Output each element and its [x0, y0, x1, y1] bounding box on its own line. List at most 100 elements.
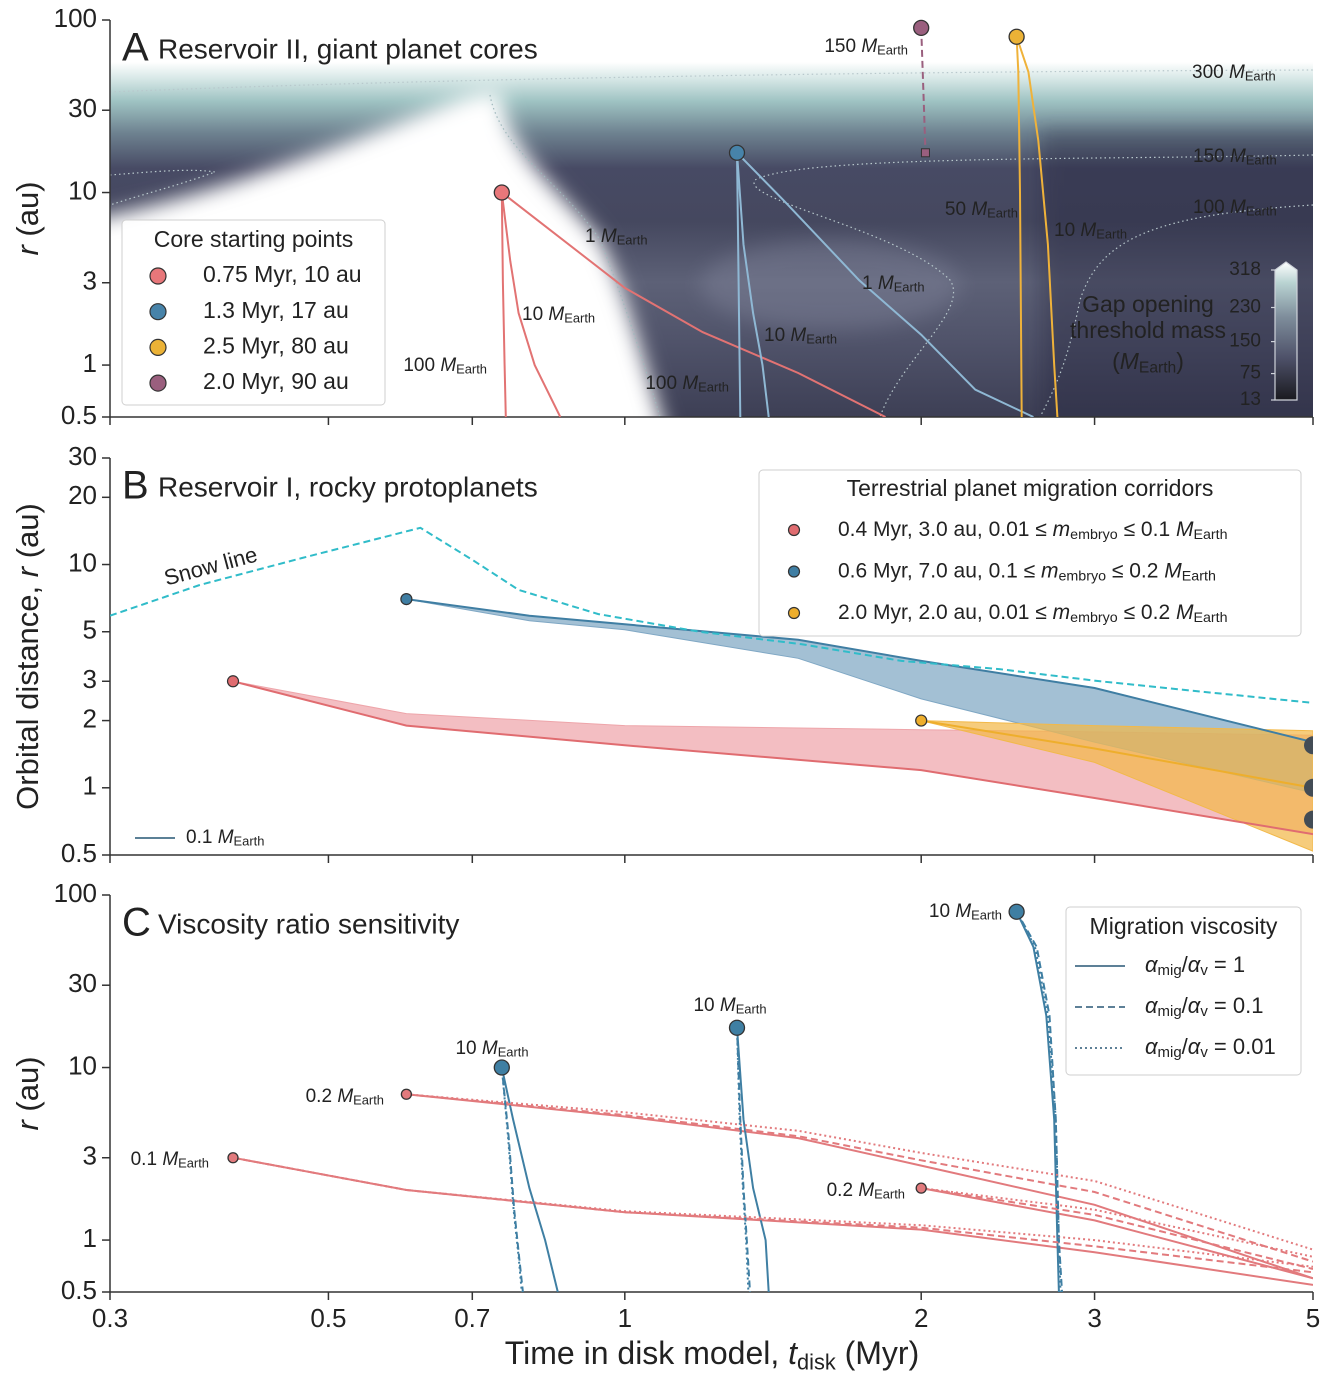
legend-label: αmig/αv = 0.01	[1145, 1034, 1276, 1061]
core-label: 10 MEarth	[929, 901, 1002, 923]
y-axis-label: r (au)	[10, 1056, 45, 1130]
text-part: embryo	[1070, 610, 1118, 626]
text-part: (	[1112, 348, 1120, 374]
text-part: Earth	[877, 43, 908, 58]
text-part: Earth	[178, 1156, 209, 1171]
text-part: (au)	[10, 1056, 45, 1120]
legend: Core starting points 0.75 Myr, 10 au 1.3 M…	[121, 219, 386, 406]
track-label: 10 MEarth	[522, 304, 595, 326]
y-tick-label: 3	[83, 1141, 97, 1171]
text-part: α	[1145, 952, 1159, 977]
legend-label: αmig/αv = 1	[1145, 952, 1245, 979]
legend-marker	[149, 374, 167, 392]
panel-title: Viscosity ratio sensitivity	[158, 908, 459, 939]
legend-label: 2.0 Myr, 2.0 au, 0.01 ≤ membryo ≤ 0.2 ME…	[838, 601, 1228, 626]
text-part: 0.1	[186, 827, 218, 848]
y-tick-label: 30	[68, 968, 97, 998]
legend-label: 1.3 Myr, 17 au	[203, 297, 349, 323]
core-marker	[493, 184, 510, 201]
track-line	[736, 1027, 751, 1292]
track-line	[1015, 36, 1059, 417]
text-part: = 0.01	[1208, 1034, 1276, 1059]
text-part: 50	[945, 199, 971, 220]
text-part: m	[1053, 518, 1071, 541]
text-part: Earth	[617, 233, 648, 248]
text-part: /	[1182, 952, 1189, 977]
text-part: M	[162, 1149, 178, 1170]
track-line	[736, 1027, 770, 1292]
text-part: Earth	[1245, 69, 1276, 84]
text-part: 150	[1193, 146, 1230, 167]
text-part: M	[1229, 62, 1245, 83]
legend-marker	[149, 303, 167, 321]
colorbar-label: Gap opening	[1082, 291, 1214, 317]
y-tick-label: 0.5	[61, 400, 97, 430]
text-part: t	[788, 1335, 798, 1371]
colorbar-tick-label: 75	[1240, 363, 1261, 384]
legend-label: 2.5 Myr, 80 au	[203, 332, 349, 358]
text-part: mig	[1158, 962, 1182, 979]
track-line	[232, 1156, 1313, 1274]
text-part: Earth	[1193, 610, 1227, 626]
x-tick-label: 3	[1087, 1303, 1101, 1333]
track-line	[406, 1093, 1313, 1263]
x-tick-label: 1	[618, 1303, 632, 1333]
legend-marker	[149, 267, 167, 285]
text-part: M	[858, 1180, 874, 1201]
text-part: 300	[1192, 62, 1229, 83]
text-part: α	[1188, 1034, 1202, 1059]
text-part: 150	[824, 36, 861, 57]
text-part: 10	[522, 304, 548, 325]
legend-marker	[149, 338, 167, 356]
text-part: r	[10, 1119, 45, 1131]
y-tick-label: 0.5	[61, 1275, 97, 1305]
legend-marker	[787, 523, 801, 537]
text-part: Orbital distance,	[10, 577, 45, 810]
y-tick-label: 0.5	[61, 838, 97, 868]
track-line	[736, 152, 770, 417]
text-part: Earth	[1182, 568, 1216, 584]
track-line	[920, 27, 927, 153]
text-part: Earth	[456, 362, 487, 377]
text-part: /	[1182, 993, 1189, 1018]
track-label: 50 MEarth	[945, 199, 1018, 221]
legend-label: 0.4 Myr, 3.0 au, 0.01 ≤ membryo ≤ 0.1 ME…	[838, 518, 1228, 543]
track-line	[921, 719, 1313, 789]
text-part: (au)	[10, 181, 45, 245]
x-tick-label: 0.3	[92, 1303, 128, 1333]
text-part: /	[1182, 1034, 1189, 1059]
text-part: Earth	[806, 332, 837, 347]
text-part: M	[1176, 601, 1194, 624]
x-tick-label: 0.5	[310, 1303, 346, 1333]
track-label: 10 MEarth	[764, 325, 837, 347]
text-part: 1	[862, 273, 878, 294]
panel-letter: A	[122, 26, 149, 70]
colorbar-tick-label: 230	[1229, 297, 1261, 318]
plot-area	[500, 27, 1059, 417]
text-part: Earth	[971, 908, 1002, 923]
legend-label: 0.6 Myr, 7.0 au, 0.1 ≤ membryo ≤ 0.2 MEa…	[838, 559, 1216, 584]
track-line	[1015, 911, 1060, 1292]
y-tick-label: 10	[68, 547, 97, 577]
text-part: 10	[1054, 220, 1080, 241]
text-part: α	[1145, 1034, 1159, 1059]
track-line	[232, 1156, 1313, 1286]
track-label: 100 MEarth	[403, 355, 487, 377]
track-line	[736, 152, 1034, 417]
track-line	[500, 1067, 559, 1292]
text-part: m	[1041, 559, 1059, 582]
text-part: 100	[403, 355, 440, 376]
colorbar	[1274, 261, 1298, 401]
text-part: mig	[1158, 1044, 1182, 1061]
text-part: v	[1200, 1003, 1208, 1020]
panel-title: Reservoir I, rocky protoplanets	[158, 471, 538, 502]
text-part: Earth	[564, 311, 595, 326]
text-part: 0.2	[306, 1086, 338, 1107]
y-tick-label: 1	[83, 771, 97, 801]
text-part: Time in disk model,	[505, 1335, 788, 1371]
track-line	[500, 1067, 523, 1292]
core-marker	[728, 144, 746, 161]
text-part: m	[1053, 601, 1071, 624]
text-part: 1	[585, 226, 601, 247]
